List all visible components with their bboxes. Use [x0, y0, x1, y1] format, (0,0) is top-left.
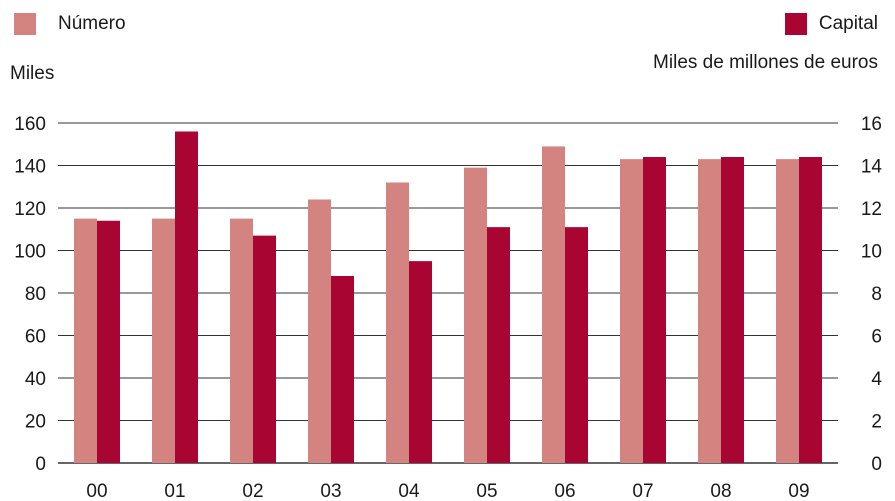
y-axis-right-label: Miles de millones de euros	[653, 52, 878, 73]
bar-numero-00	[74, 218, 97, 463]
bar-capital-08	[721, 157, 744, 463]
legend-label-capital: Capital	[818, 13, 878, 34]
y-left-tick-label: 80	[25, 284, 46, 305]
y-right-tick-label: 2	[871, 412, 882, 433]
y-right-tick-label: 14	[861, 157, 883, 178]
legend-label-numero: Número	[58, 13, 126, 34]
y-left-tick-label: 40	[25, 369, 46, 390]
y-right-tick-label: 4	[871, 369, 882, 390]
y-left-tick-label: 100	[14, 242, 46, 263]
legend-item-capital: Capital	[784, 13, 878, 35]
x-tick-label: 01	[164, 481, 185, 501]
y-right-tick-label: 8	[871, 284, 882, 305]
x-tick-label: 02	[242, 481, 263, 501]
bar-capital-03	[331, 276, 354, 463]
legend-item-numero: Número	[14, 13, 126, 35]
bar-numero-01	[152, 218, 175, 463]
x-tick-label: 08	[710, 481, 731, 501]
bar-numero-08	[698, 159, 721, 463]
bar-numero-06	[542, 146, 565, 463]
legend-swatch-capital	[784, 13, 807, 35]
bar-capital-01	[175, 131, 198, 463]
bar-numero-05	[464, 167, 487, 463]
bar-capital-09	[799, 157, 822, 463]
bar-capital-05	[487, 227, 510, 463]
y-left-tick-label: 160	[14, 114, 46, 135]
y-right-tick-label: 12	[861, 199, 882, 220]
x-tick-label: 05	[476, 481, 497, 501]
y-left-tick-label: 120	[14, 199, 46, 220]
y-left-tick-label: 140	[14, 157, 46, 178]
legend-swatch-numero	[14, 13, 36, 35]
y-right-tick-label: 16	[861, 114, 882, 135]
bar-capital-02	[253, 235, 276, 463]
y-axis-left-label: Miles	[10, 63, 55, 84]
x-tick-label: 04	[398, 481, 420, 501]
y-right-tick-label: 6	[871, 327, 882, 348]
x-tick-label: 00	[86, 481, 107, 501]
bar-numero-07	[620, 159, 643, 463]
y-right-tick-label: 0	[871, 454, 882, 475]
bar-numero-03	[308, 199, 331, 463]
y-left-tick-label: 20	[25, 412, 46, 433]
x-tick-label: 09	[788, 481, 809, 501]
x-tick-label: 03	[320, 481, 341, 501]
bar-capital-07	[643, 157, 666, 463]
y-right-tick-label: 10	[861, 242, 882, 263]
bar-capital-06	[565, 227, 588, 463]
x-tick-label: 07	[632, 481, 653, 501]
bar-numero-04	[386, 182, 409, 463]
y-left-tick-label: 60	[25, 327, 46, 348]
y-left-tick-label: 0	[35, 454, 46, 475]
x-tick-label: 06	[554, 481, 575, 501]
bar-capital-04	[409, 261, 432, 463]
bar-numero-02	[230, 218, 253, 463]
bar-numero-09	[776, 159, 799, 463]
bar-capital-00	[97, 220, 120, 463]
